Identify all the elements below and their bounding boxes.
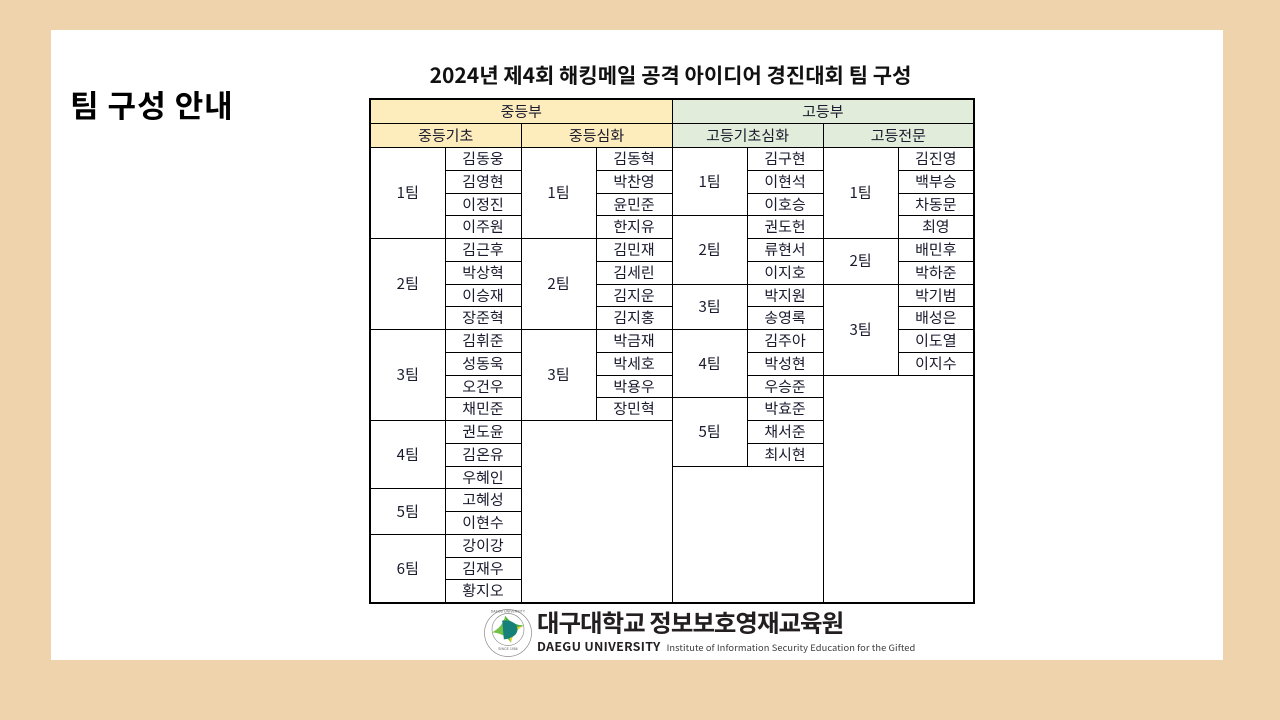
svg-text:SINCE 1956: SINCE 1956 xyxy=(498,647,518,651)
svg-text:DAEGU UNIVERSITY: DAEGU UNIVERSITY xyxy=(491,610,526,614)
